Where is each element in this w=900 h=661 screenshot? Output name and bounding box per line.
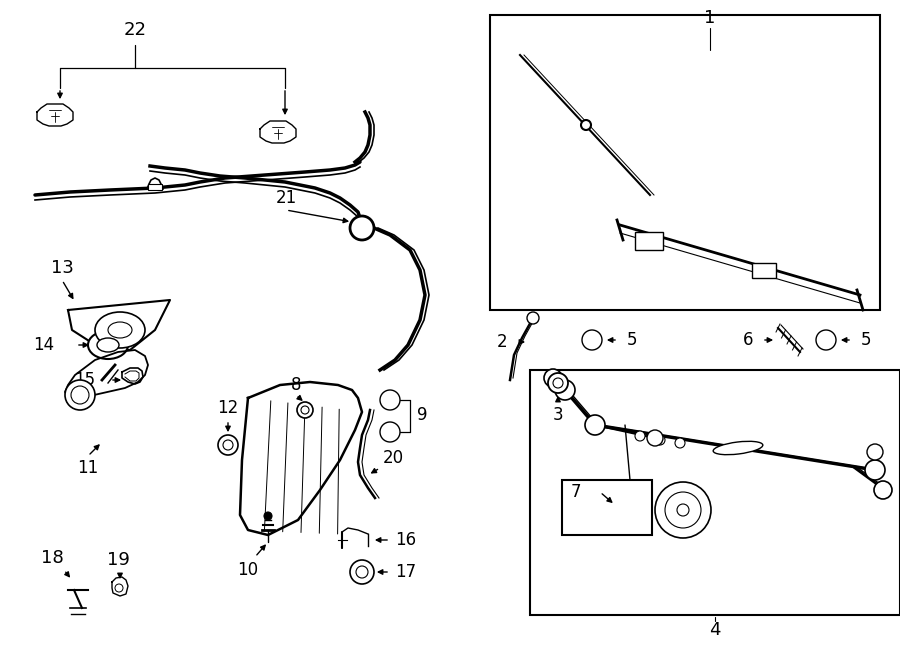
Ellipse shape [108, 322, 132, 338]
Circle shape [356, 566, 368, 578]
Text: 20: 20 [382, 449, 403, 467]
Circle shape [301, 406, 309, 414]
Circle shape [350, 216, 374, 240]
Bar [148, 184, 162, 190]
Text: 4: 4 [709, 621, 721, 639]
Bar [635, 232, 663, 250]
Circle shape [264, 512, 272, 520]
Circle shape [350, 560, 374, 584]
Polygon shape [122, 368, 143, 384]
Text: 21: 21 [275, 189, 297, 207]
Circle shape [297, 402, 313, 418]
Circle shape [555, 380, 575, 400]
Text: 5: 5 [626, 331, 637, 349]
Circle shape [527, 312, 539, 324]
Circle shape [874, 481, 892, 499]
Bar [490, 15, 880, 310]
Circle shape [380, 422, 400, 442]
Text: 16: 16 [395, 531, 417, 549]
Circle shape [115, 584, 123, 592]
Circle shape [816, 330, 836, 350]
Circle shape [867, 444, 883, 460]
Polygon shape [68, 300, 170, 350]
Circle shape [675, 438, 685, 448]
Ellipse shape [88, 331, 128, 359]
Circle shape [71, 386, 89, 404]
Text: 14: 14 [33, 336, 55, 354]
Text: 6: 6 [742, 331, 753, 349]
Bar [752, 263, 776, 278]
Text: 19: 19 [106, 551, 130, 569]
Circle shape [865, 460, 885, 480]
Circle shape [655, 435, 665, 445]
Text: 18: 18 [40, 549, 63, 567]
Ellipse shape [95, 312, 145, 348]
Circle shape [553, 378, 563, 388]
Text: 12: 12 [218, 399, 238, 417]
Polygon shape [240, 382, 362, 535]
Text: 22: 22 [123, 21, 147, 39]
Circle shape [585, 415, 605, 435]
Text: 9: 9 [417, 406, 428, 424]
Circle shape [223, 440, 233, 450]
Circle shape [380, 390, 400, 410]
Text: 13: 13 [50, 259, 74, 277]
Circle shape [218, 435, 238, 455]
Text: 15: 15 [75, 371, 95, 389]
Text: 7: 7 [571, 483, 581, 501]
Polygon shape [65, 350, 148, 400]
Text: 5: 5 [860, 331, 871, 349]
Circle shape [655, 482, 711, 538]
Bar [562, 480, 652, 535]
Polygon shape [112, 577, 128, 596]
Text: 11: 11 [77, 459, 99, 477]
Circle shape [581, 120, 591, 130]
Text: 2: 2 [497, 333, 508, 351]
Circle shape [647, 430, 663, 446]
Text: 17: 17 [395, 563, 417, 581]
Circle shape [544, 369, 562, 387]
Text: 3: 3 [553, 406, 563, 424]
Circle shape [582, 330, 602, 350]
Polygon shape [260, 121, 296, 143]
Ellipse shape [713, 442, 763, 455]
Bar [530, 370, 900, 615]
Circle shape [548, 373, 568, 393]
Text: 8: 8 [291, 376, 302, 394]
Circle shape [665, 492, 701, 528]
Circle shape [65, 380, 95, 410]
Text: 10: 10 [238, 561, 258, 579]
Text: 1: 1 [705, 9, 716, 27]
Ellipse shape [97, 338, 119, 352]
Polygon shape [37, 104, 73, 126]
Circle shape [677, 504, 689, 516]
Circle shape [635, 431, 645, 441]
